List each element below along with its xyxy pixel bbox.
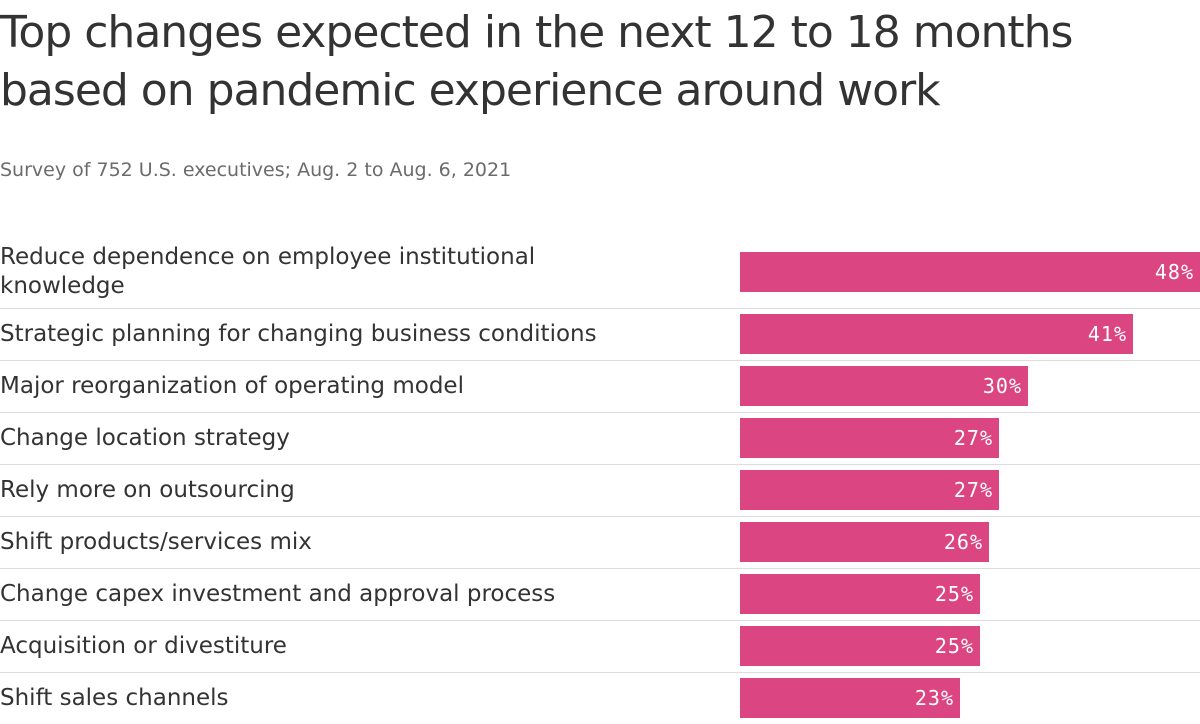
bar-value-label: 27%: [953, 426, 993, 450]
chart-title: Top changes expected in the next 12 to 1…: [0, 7, 1073, 116]
bar: [740, 252, 1200, 292]
category-label: Major reorganization of operating model: [0, 372, 464, 399]
bar: [740, 470, 999, 510]
bar: [740, 418, 999, 458]
category-label: Rely more on outsourcing: [0, 476, 295, 503]
bar: [740, 678, 960, 718]
bar: [740, 366, 1028, 406]
category-label: Shift sales channels: [0, 684, 229, 711]
bar-value-label: 26%: [943, 530, 983, 554]
bar: [740, 314, 1133, 354]
bar: [740, 522, 989, 562]
bar-value-label: 30%: [982, 374, 1022, 398]
bar-value-label: 48%: [1154, 260, 1194, 284]
row-divider: [0, 568, 1200, 569]
row-divider: [0, 620, 1200, 621]
row-divider: [0, 516, 1200, 517]
bar-value-label: 23%: [914, 686, 954, 710]
row-divider: [0, 308, 1200, 309]
category-label: Acquisition or divestiture: [0, 632, 287, 659]
row-divider: [0, 412, 1200, 413]
bar-value-label: 25%: [934, 634, 974, 658]
row-divider: [0, 672, 1200, 673]
category-label: Reduce dependence on employee institutio…: [0, 244, 536, 299]
bar-value-label: 27%: [953, 478, 993, 502]
row-divider: [0, 464, 1200, 465]
category-label: Change location strategy: [0, 424, 290, 451]
chart-subtitle: Survey of 752 U.S. executives; Aug. 2 to…: [0, 159, 512, 181]
category-label: Strategic planning for changing business…: [0, 320, 597, 347]
bar-value-label: 41%: [1087, 322, 1127, 346]
bar: [740, 574, 980, 614]
bar-value-label: 25%: [934, 582, 974, 606]
row-divider: [0, 360, 1200, 361]
category-label: Shift products/services mix: [0, 528, 312, 555]
category-label: Change capex investment and approval pro…: [0, 580, 556, 607]
bar: [740, 626, 980, 666]
